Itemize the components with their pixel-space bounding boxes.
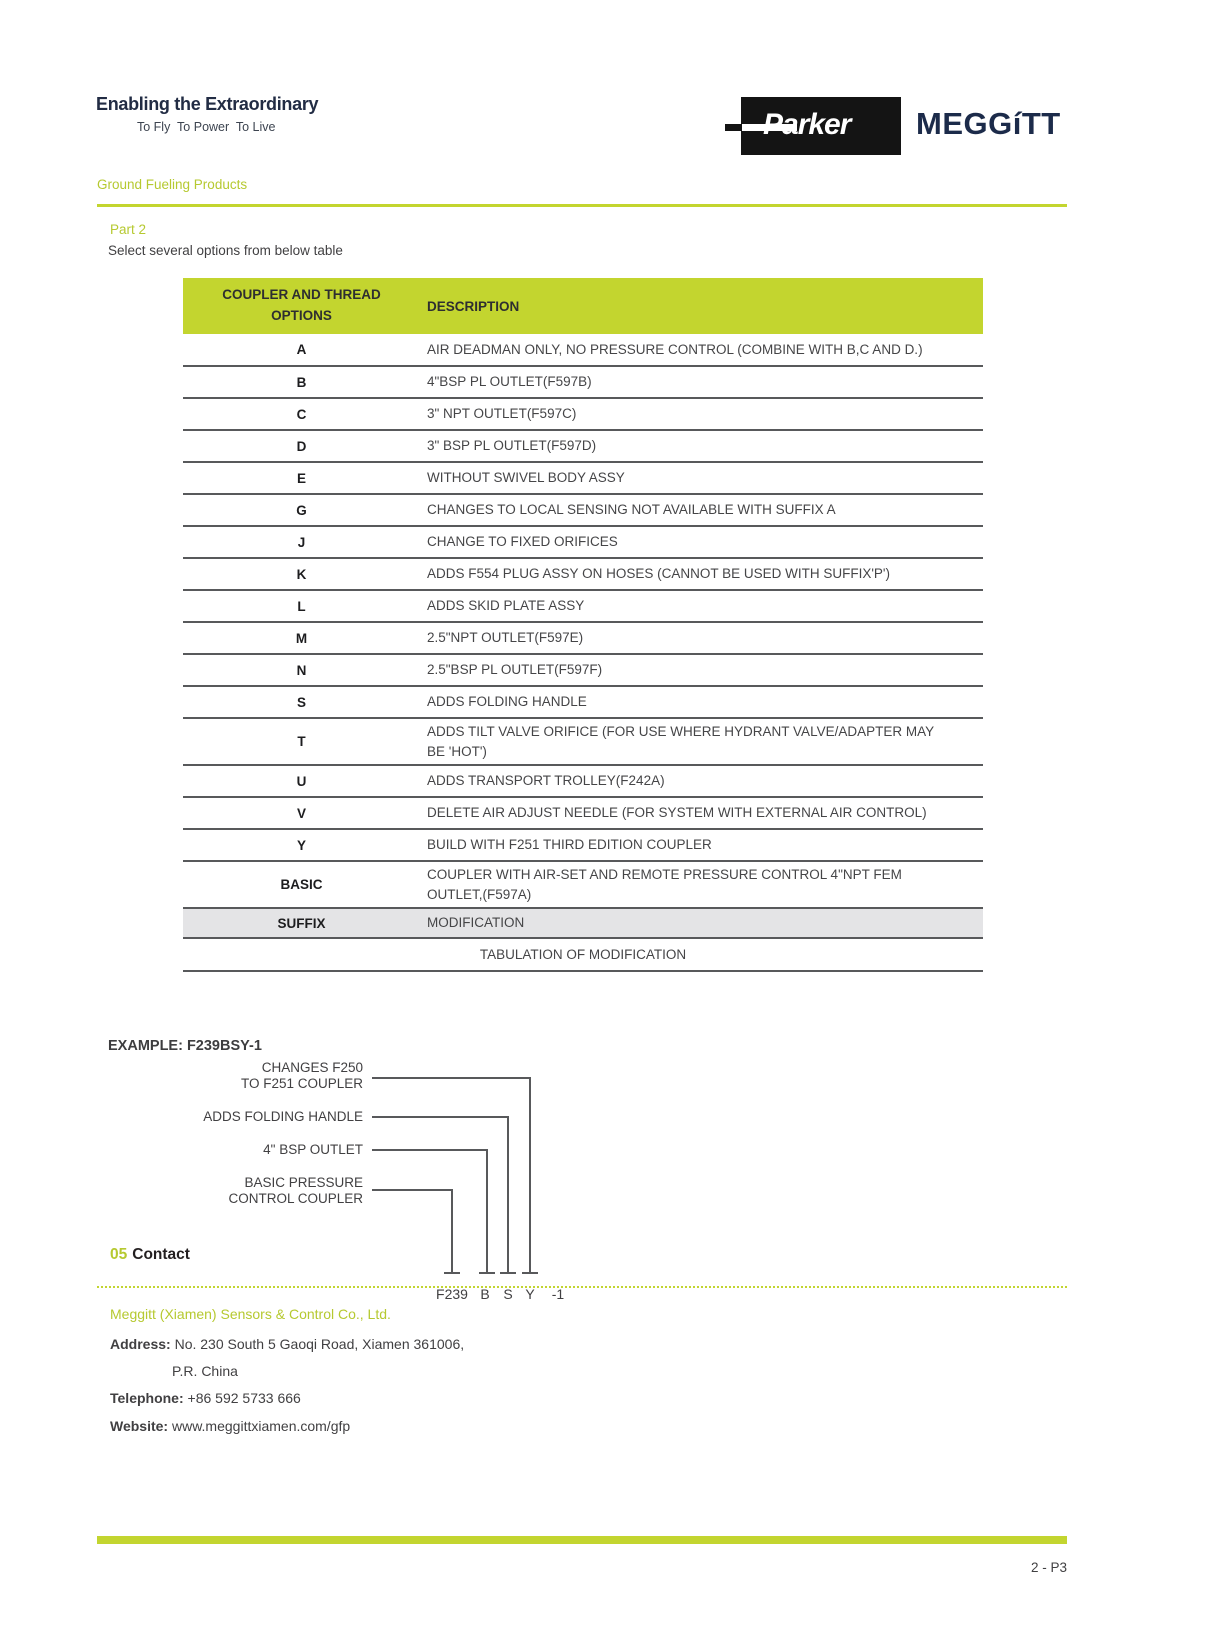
option-description: ADDS TRANSPORT TROLLEY(F242A) [427, 773, 665, 789]
meggitt-logo: MEGGíTT [916, 106, 1061, 141]
option-code: D [296, 438, 307, 454]
table-row: BASIC COUPLER WITH AIR-SET AND REMOTE PRE… [183, 861, 983, 909]
option-code: M [295, 630, 308, 646]
table-footer-row: TABULATION OF MODIFICATION [183, 938, 983, 972]
option-code: J [297, 534, 306, 550]
contact-heading: 05 Contact [110, 1246, 190, 1264]
part2-subtitle: Select several options from below table [108, 243, 343, 258]
table-row: L ADDS SKID PLATE ASSY [183, 590, 983, 622]
example-code-f239: F239 [436, 1286, 468, 1302]
option-code: G [296, 502, 307, 518]
dotted-divider [97, 1286, 1067, 1288]
option-description: AIR DEADMAN ONLY, NO PRESSURE CONTROL (C… [427, 341, 923, 357]
address-label: Address: [110, 1336, 171, 1352]
option-code: Y [296, 837, 306, 853]
table-row: C 3" NPT OUTLET(F597C) [183, 398, 983, 430]
telephone-label: Telephone: [110, 1390, 184, 1406]
option-code: BASIC [280, 877, 323, 893]
section-rule-line [97, 204, 1067, 207]
table-row: J CHANGE TO FIXED ORIFICES [183, 526, 983, 558]
option-code: L [297, 598, 306, 614]
footer-accent-bar [97, 1536, 1067, 1544]
option-code: S [296, 694, 306, 710]
contact-address-line: Address: No. 230 South 5 Gaoqi Road, Xia… [110, 1336, 464, 1352]
table-row: D 3" BSP PL OUTLET(F597D) [183, 430, 983, 462]
callout-bsp-outlet: 4" BSP OUTLET [263, 1142, 363, 1157]
address-value: No. 230 South 5 Gaoqi Road, Xiamen 36100… [174, 1336, 465, 1352]
parker-logo-bar [741, 124, 797, 131]
option-description: WITHOUT SWIVEL BODY ASSY [427, 470, 625, 486]
example-code-s: S [503, 1286, 513, 1302]
col-header-description: DESCRIPTION [420, 278, 983, 334]
option-description: DELETE AIR ADJUST NEEDLE (FOR SYSTEM WIT… [427, 805, 927, 821]
option-description: CHANGES TO LOCAL SENSING NOT AVAILABLE W… [427, 502, 836, 518]
table-row-suffix: SUFFIX MODIFICATION [183, 908, 983, 939]
option-description: 3" NPT OUTLET(F597C) [427, 406, 577, 422]
table-row: M 2.5"NPT OUTLET(F597E) [183, 622, 983, 654]
option-description: ADDS TILT VALVE ORIFICE (FOR USE WHERE H… [427, 724, 934, 759]
table-row: E WITHOUT SWIVEL BODY ASSY [183, 462, 983, 494]
callout-folding-handle: ADDS FOLDING HANDLE [203, 1109, 363, 1124]
col-header-coupler-options: COUPLER AND THREAD OPTIONS [183, 278, 420, 334]
option-description: MODIFICATION [427, 915, 525, 931]
part2-title: Part 2 [110, 222, 147, 237]
option-code: SUFFIX [277, 915, 326, 931]
option-code: T [297, 734, 306, 750]
parker-logo-text: Parker [763, 108, 851, 141]
parker-logo: Parker [725, 97, 901, 155]
parker-logo-bar-extension [725, 124, 742, 131]
example-code-b: B [480, 1286, 490, 1302]
callout-changes-coupler: CHANGES F250 TO F251 COUPLER [240, 1060, 363, 1091]
brand-tagline-subtitle: To Fly To Power To Live [137, 120, 276, 134]
option-description: 3" BSP PL OUTLET(F597D) [427, 438, 597, 454]
brand-tagline-title: Enabling the Extraordinary [96, 94, 319, 114]
contact-telephone-line: Telephone: +86 592 5733 666 [110, 1390, 301, 1406]
table-row: U ADDS TRANSPORT TROLLEY(F242A) [183, 765, 983, 798]
option-description: ADDS F554 PLUG ASSY ON HOSES (CANNOT BE … [427, 566, 891, 582]
table-row: B 4"BSP PL OUTLET(F597B) [183, 366, 983, 398]
tabulation-note: TABULATION OF MODIFICATION [479, 947, 687, 963]
table-row: N 2.5"BSP PL OUTLET(F597F) [183, 654, 983, 686]
contact-heading-number: 05 [110, 1246, 128, 1263]
website-value: www.meggittxiamen.com/gfp [171, 1418, 351, 1434]
contact-address-line2: P.R. China [172, 1363, 238, 1379]
example-code-y: Y [525, 1286, 535, 1302]
contact-website-line: Website: www.meggittxiamen.com/gfp [110, 1418, 350, 1434]
table-header-row: COUPLER AND THREAD OPTIONS DESCRIPTION [183, 278, 983, 334]
contact-company-name: Meggitt (Xiamen) Sensors & Control Co., … [110, 1306, 391, 1322]
section-label: Ground Fueling Products [97, 177, 248, 192]
option-description: 2.5"NPT OUTLET(F597E) [427, 630, 584, 646]
table-row: A AIR DEADMAN ONLY, NO PRESSURE CONTROL (… [183, 334, 983, 366]
option-code: V [296, 805, 306, 821]
table-row: G CHANGES TO LOCAL SENSING NOT AVAILABLE … [183, 494, 983, 526]
option-code: A [296, 342, 307, 357]
option-code: B [296, 374, 307, 390]
table-row: K ADDS F554 PLUG ASSY ON HOSES (CANNOT BE… [183, 558, 983, 590]
option-code: C [296, 406, 307, 422]
table-row: Y BUILD WITH F251 THIRD EDITION COUPLER [183, 829, 983, 862]
options-table: COUPLER AND THREAD OPTIONS DESCRIPTION A… [183, 278, 983, 972]
option-description: ADDS FOLDING HANDLE [427, 694, 587, 710]
example-title: EXAMPLE: F239BSY-1 [108, 1038, 262, 1054]
option-description: BUILD WITH F251 THIRD EDITION COUPLER [427, 837, 712, 853]
example-code-dash1: -1 [551, 1286, 565, 1302]
option-description: COUPLER WITH AIR-SET AND REMOTE PRESSURE… [427, 867, 902, 902]
website-label: Website: [110, 1418, 169, 1434]
option-description: ADDS SKID PLATE ASSY [427, 598, 585, 614]
page-number: 2 - P3 [1030, 1560, 1067, 1575]
contact-heading-word: Contact [132, 1246, 190, 1263]
option-description: 2.5"BSP PL OUTLET(F597F) [427, 662, 603, 678]
option-code: K [296, 566, 307, 582]
option-code: U [296, 773, 307, 789]
telephone-value: +86 592 5733 666 [187, 1390, 301, 1406]
option-description: 4"BSP PL OUTLET(F597B) [427, 374, 592, 390]
table-row: T ADDS TILT VALVE ORIFICE (FOR USE WHERE … [183, 718, 983, 766]
option-code: N [296, 662, 307, 678]
option-code: E [296, 470, 306, 486]
option-description: CHANGE TO FIXED ORIFICES [427, 534, 618, 550]
table-row: V DELETE AIR ADJUST NEEDLE (FOR SYSTEM WI… [183, 797, 983, 830]
table-row: S ADDS FOLDING HANDLE [183, 686, 983, 718]
callout-basic-coupler: BASIC PRESSURE CONTROL COUPLER [228, 1175, 363, 1206]
